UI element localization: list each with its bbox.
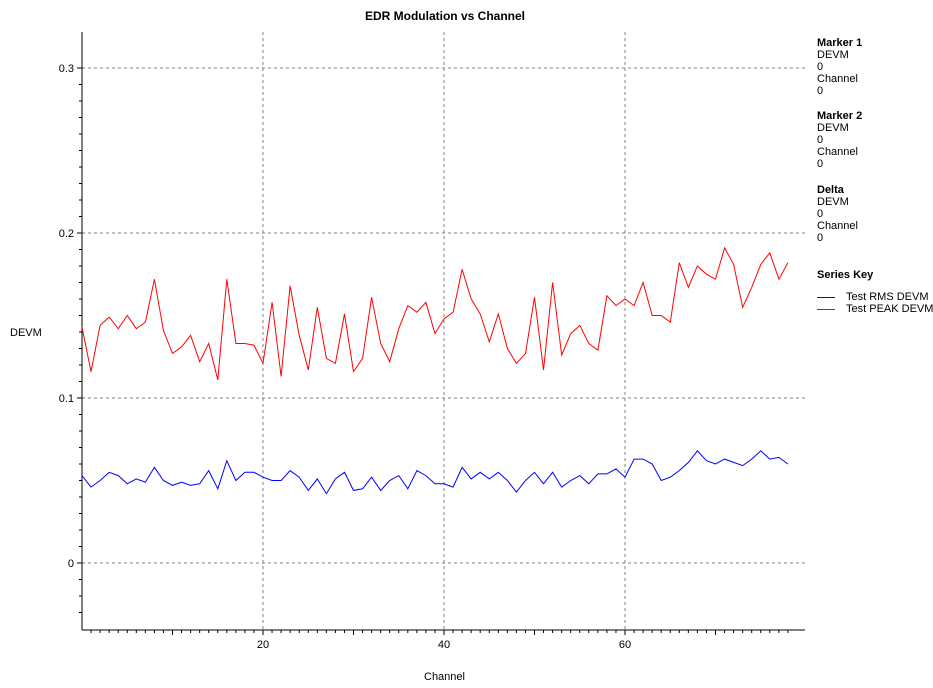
y-tick-label-3: 0.3	[59, 63, 74, 75]
legend-title: Series Key	[817, 269, 873, 281]
y-tick-label-1: 0.1	[59, 393, 74, 405]
marker2-panel: Marker 2 DEVM 0 Channel 0	[817, 110, 862, 170]
delta-devm-label: DEVM	[817, 196, 849, 208]
y-axis-label: DEVM	[10, 327, 42, 339]
legend-swatch-peak	[817, 308, 835, 310]
x-axis-label: Channel	[424, 671, 465, 683]
marker1-channel-value: 0	[817, 85, 824, 97]
legend-label-peak: Test PEAK DEVM	[846, 303, 933, 315]
legend-label-rms: Test RMS DEVM	[846, 291, 929, 303]
delta-channel-label: Channel	[817, 220, 858, 232]
chart-title: EDR Modulation vs Channel	[364, 9, 525, 23]
y-tick-label-2: 0.2	[59, 228, 74, 240]
marker2-devm-label: DEVM	[817, 122, 849, 134]
marker2-channel-value: 0	[817, 158, 824, 170]
x-tick-label-1: 40	[438, 639, 450, 651]
marker2-channel-label: Channel	[817, 146, 858, 158]
x-tick-label-2: 60	[619, 639, 631, 651]
marker2-title: Marker 2	[817, 110, 863, 122]
marker1-panel: Marker 1 DEVM 0 Channel 0	[817, 37, 862, 97]
delta-channel-value: 0	[817, 232, 824, 244]
series-line-peak	[81, 246, 789, 381]
delta-devm-value: 0	[817, 208, 824, 220]
legend-swatch-rms	[817, 296, 835, 298]
marker1-title: Marker 1	[817, 37, 863, 49]
marker1-channel-label: Channel	[817, 73, 858, 85]
legend-item-rms: Test RMS DEVM	[817, 291, 933, 303]
legend-item-peak: Test PEAK DEVM	[817, 303, 933, 315]
series-line-rms	[81, 450, 789, 495]
y-tick-label-0: 0	[68, 558, 74, 570]
marker1-devm-label: DEVM	[817, 49, 849, 61]
marker2-devm-value: 0	[817, 134, 824, 146]
x-tick-label-0: 20	[257, 639, 269, 651]
legend: Test RMS DEVM Test PEAK DEVM	[817, 291, 933, 315]
delta-panel: Delta DEVM 0 Channel 0	[817, 184, 858, 244]
marker1-devm-value: 0	[817, 61, 824, 73]
delta-title: Delta	[817, 184, 844, 196]
legend-title-text: Series Key	[817, 269, 874, 281]
